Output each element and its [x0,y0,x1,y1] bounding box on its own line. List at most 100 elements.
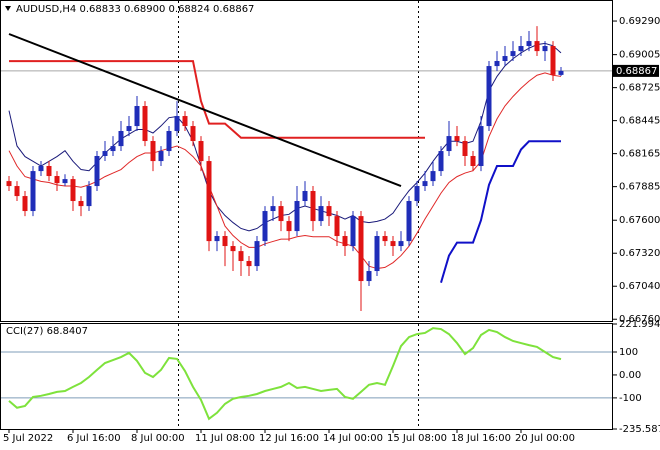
candle-body [510,51,516,57]
x-tick-label: 8 Jul 00:00 [131,433,185,444]
trendline [8,33,402,187]
candle-body [558,70,564,75]
candle-body [254,241,260,267]
candle-body [542,46,548,52]
y-tick-label: 0.67600 [619,215,660,226]
candle-body [134,106,140,127]
y-tick-label: 0.68165 [619,149,660,160]
y-tick-label: 0.00 [619,370,641,381]
candle-body [78,201,84,207]
candle-body [22,196,28,212]
price-panel-frame [0,0,613,322]
candle-body [38,166,44,172]
candle-body [350,216,356,247]
candle-body [286,221,292,232]
candle-body [150,141,156,162]
x-tick-label: 12 Jul 16:00 [259,433,319,444]
candle-body [110,146,116,152]
candle-body [550,46,556,75]
candle-body [70,179,76,202]
y-tick-label: 0.69290 [619,16,660,27]
x-tick-label: 6 Jul 16:00 [67,433,121,444]
candle-body [102,151,108,156]
candle-body [438,151,444,172]
candle-body [238,251,244,262]
candle-body [374,236,380,272]
y-tick-label: -100 [619,393,642,404]
collapse-icon [5,6,11,11]
candle-body [518,46,524,52]
candle-body [6,181,12,187]
candle-body [158,151,164,162]
candle-body [470,155,476,167]
candle-body [54,176,60,184]
candle-body [174,116,180,132]
candle-body [86,186,92,207]
candle-body [14,186,20,197]
candle-body [262,211,268,242]
y-tick-label: 0.69005 [619,50,660,61]
x-tick-label: 15 Jul 08:00 [387,433,447,444]
candle-body [334,216,340,237]
candle-body [222,236,228,247]
candle-body [486,66,492,127]
candle-body [454,136,460,142]
candle-body [294,201,300,232]
candle-body [214,236,220,242]
candle-body [478,126,484,167]
candle-body [118,131,124,147]
candle-body [318,206,324,222]
indicator-line [8,42,562,232]
candle-body [358,216,364,282]
candle-body [502,56,508,61]
candle-body [326,206,332,217]
candle-body [182,116,188,127]
indicator-label: CCI(27) 68.8407 [6,326,88,337]
last-price-label: 0.68867 [616,66,657,77]
candle-body [382,236,388,242]
candle-body [230,246,236,252]
y-tick-label: -235.5874 [619,424,660,435]
candle-body [310,190,316,222]
candle-body [270,206,276,212]
x-tick-label: 5 Jul 2022 [3,433,53,444]
candle-body [406,201,412,242]
candle-body [278,206,284,222]
y-tick-label: 0.68725 [619,83,660,94]
candle-body [46,166,52,177]
last-price-tag [613,64,659,77]
candle-body [94,155,100,187]
candle-body [62,179,68,184]
chart-title: AUDUSD,H4 0.68833 0.68900 0.68824 0.6886… [16,4,254,15]
y-tick-label: 0.68445 [619,116,660,127]
candle-body [198,141,204,162]
x-tick-label: 14 Jul 00:00 [323,433,383,444]
candle-body [494,60,500,67]
candle-body [422,181,428,187]
candle-body [526,41,532,47]
indicator-line [440,140,561,283]
cci-panel-frame [0,323,613,430]
plot-layer: 0.69290 0.69005 0.68725 0.68445 0.68165 0.678… [1,16,660,444]
candle-body [166,131,172,152]
y-tick-label: 0.67320 [619,248,660,259]
y-tick-label: 0.67885 [619,182,660,193]
candle-body [390,241,396,247]
candle-body [462,141,468,156]
candle-body [446,136,452,152]
y-tick-label: 100 [619,347,638,358]
cci-line [8,327,562,421]
x-tick-label: 11 Jul 08:00 [195,433,255,444]
candle-body [398,241,404,247]
x-tick-label: 20 Jul 00:00 [515,433,575,444]
candle-body [414,186,420,202]
candle-body [302,190,308,202]
indicator-line [8,72,562,270]
candle-body [30,171,36,212]
candle-body [246,261,252,267]
candle-body [534,41,540,52]
